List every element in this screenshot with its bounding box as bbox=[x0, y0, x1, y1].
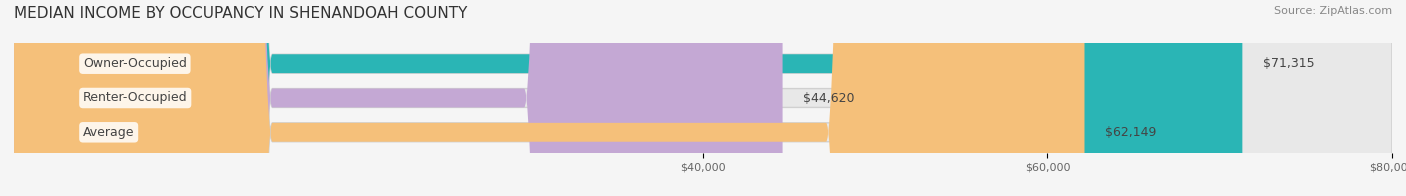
FancyBboxPatch shape bbox=[14, 0, 1243, 196]
Text: Owner-Occupied: Owner-Occupied bbox=[83, 57, 187, 70]
Text: Average: Average bbox=[83, 126, 135, 139]
Text: $71,315: $71,315 bbox=[1263, 57, 1315, 70]
FancyBboxPatch shape bbox=[14, 0, 1392, 196]
Text: $44,620: $44,620 bbox=[803, 92, 855, 104]
FancyBboxPatch shape bbox=[14, 0, 1392, 196]
Text: MEDIAN INCOME BY OCCUPANCY IN SHENANDOAH COUNTY: MEDIAN INCOME BY OCCUPANCY IN SHENANDOAH… bbox=[14, 6, 467, 21]
FancyBboxPatch shape bbox=[14, 0, 783, 196]
FancyBboxPatch shape bbox=[14, 0, 1392, 196]
Text: Renter-Occupied: Renter-Occupied bbox=[83, 92, 187, 104]
Text: Source: ZipAtlas.com: Source: ZipAtlas.com bbox=[1274, 6, 1392, 16]
FancyBboxPatch shape bbox=[14, 0, 1084, 196]
Text: $62,149: $62,149 bbox=[1105, 126, 1157, 139]
